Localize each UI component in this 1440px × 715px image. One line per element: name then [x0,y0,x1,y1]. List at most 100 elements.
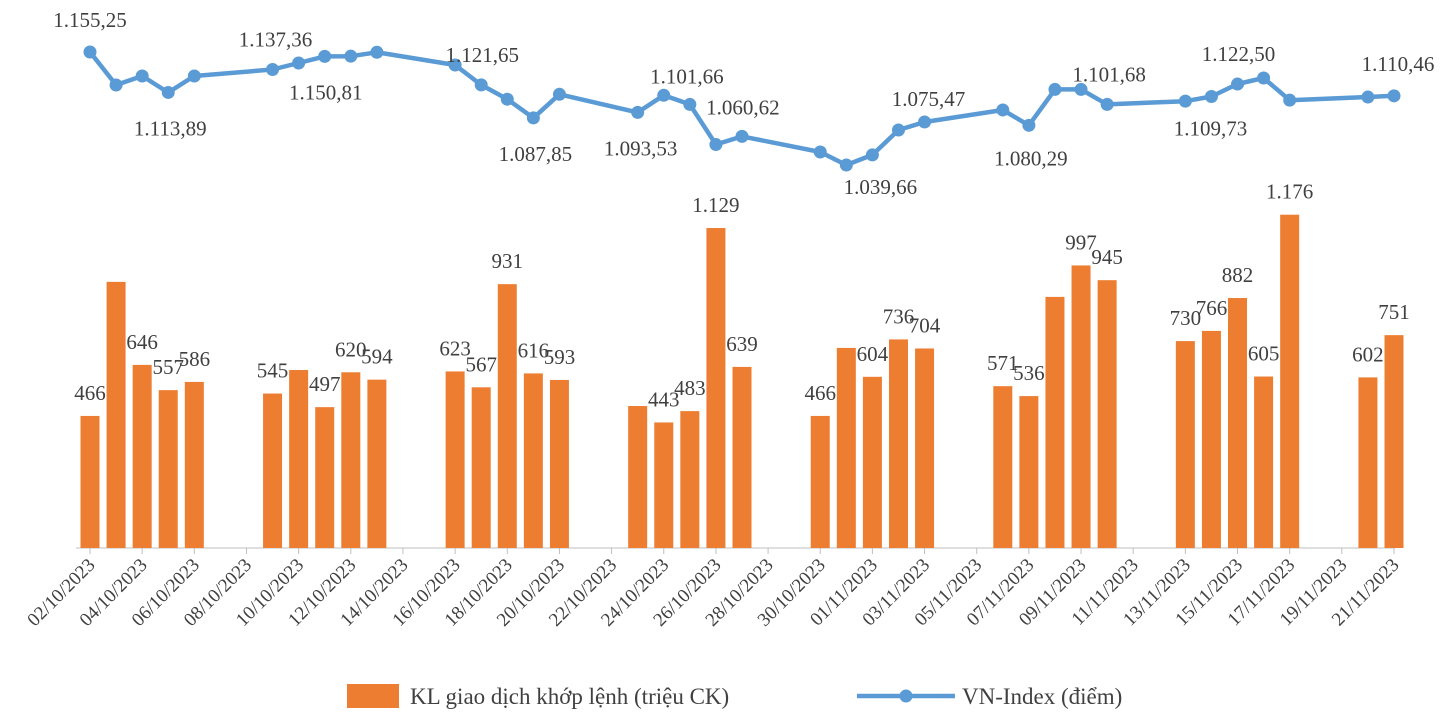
line-value-label: 1.113,89 [134,116,207,140]
line-point [1022,118,1036,132]
bar-value-label: 605 [1248,342,1280,366]
line-point [996,103,1010,117]
line-point [1231,77,1245,91]
bar-value-label: 616 [518,338,550,362]
bar-value-label: 646 [126,330,158,354]
bar-value-label: 466 [804,381,836,405]
bar-value-label: 882 [1222,263,1254,287]
line-point [631,105,645,119]
line-value-label: 1.110,46 [1362,52,1435,76]
line-value-label: 1.093,53 [604,136,678,160]
line-point [500,92,514,106]
bar [915,348,935,548]
line-value-label: 1.122,50 [1202,42,1276,66]
bar-value-label: 704 [909,313,941,337]
bar-value-label: 730 [1170,306,1202,330]
line-point [1074,82,1088,96]
bar-value-label: 594 [361,345,393,369]
bar-value-label: 1.129 [692,193,739,217]
bar-value-label: 736 [883,304,915,328]
line-value-label: 1.075,47 [892,87,966,111]
line-point [161,85,175,99]
line-value-label: 1.087,85 [499,142,573,166]
line-point [1283,93,1297,107]
legend-swatch [347,684,399,708]
bar-value-label: 639 [726,332,758,356]
bar [1384,335,1404,548]
bar [367,379,387,548]
line-point [109,78,123,92]
bar [549,379,569,548]
bar [1071,265,1091,548]
line-point [135,69,149,83]
bar [993,386,1013,548]
line-point [448,58,462,72]
bar [263,393,283,548]
bar-value-label: 751 [1378,300,1410,324]
bar-value-label: 586 [179,347,211,371]
bar [628,406,648,548]
line-point [318,49,332,63]
bar-value-label: 620 [335,337,367,361]
bar [315,407,335,548]
bar-value-label: 945 [1091,245,1123,269]
line-point [1048,82,1062,96]
line-point [1100,97,1114,111]
legend-label: VN-Index (điểm) [962,684,1122,709]
bar-value-label: 497 [309,372,341,396]
bar-value-label: 931 [492,249,524,273]
line-point [865,148,879,162]
line-point [292,56,306,70]
bar [445,371,465,548]
bar-value-label: 766 [1196,296,1228,320]
bar [1045,296,1065,548]
bar-value-label: 443 [648,387,680,411]
line-point [839,158,853,172]
bar [862,376,882,548]
bar [471,387,491,548]
line-value-label: 1.155,25 [53,8,127,32]
line-point [709,138,723,152]
bar [497,284,517,548]
line-point [1204,90,1218,104]
line-point [474,78,488,92]
bar [132,364,152,548]
bar [836,347,856,548]
bar [654,422,674,548]
bar [810,415,830,548]
bar [1175,341,1195,548]
bar-value-label: 466 [74,381,106,405]
line-point [891,123,905,137]
bar-value-label: 571 [987,351,1019,375]
line-value-label: 1.080,29 [994,146,1068,170]
line-point [552,87,566,101]
line-point [526,111,540,125]
bar [1280,214,1300,548]
line-point [370,45,384,59]
line-value-label: 1.039,66 [844,175,918,199]
line-value-label: 1.121,65 [445,43,519,67]
bar [1201,330,1221,548]
bar [888,339,908,548]
bar [184,381,204,548]
bar-value-label: 602 [1352,342,1384,366]
bar [289,370,309,548]
line-point [1178,94,1192,108]
line-point [344,49,358,63]
line-point [735,129,749,143]
line-point [1361,90,1375,104]
bar-value-label: 536 [1013,361,1045,385]
bar [106,281,126,548]
line-point [83,45,97,59]
line-value-label: 1.101,68 [1072,62,1146,86]
legend-swatch [899,689,913,703]
line-value-label: 1.137,36 [239,28,313,52]
line-point [1387,89,1401,103]
bar [1228,298,1248,548]
line-value-label: 1.109,73 [1174,117,1248,141]
bar [1019,396,1039,548]
bar-value-label: 567 [465,352,497,376]
bar-value-label: 483 [674,376,706,400]
bar-value-label: 1.176 [1266,180,1313,204]
bar [706,228,726,549]
